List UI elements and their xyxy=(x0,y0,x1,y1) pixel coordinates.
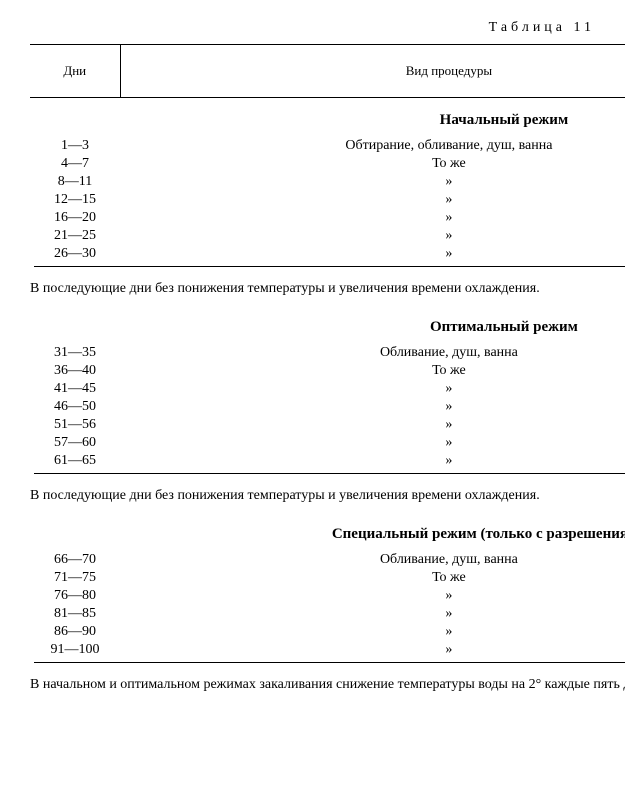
section-rule xyxy=(30,659,625,666)
cell-proc: » xyxy=(120,191,625,209)
table-row: 86—90»15—790—20 xyxy=(30,623,625,641)
cell-proc: Обливание, душ, ванна xyxy=(120,551,625,569)
cell-proc: То же xyxy=(120,362,625,380)
table-row: 36—40То же26—18120—80 xyxy=(30,362,625,380)
cell-days: 61—65 xyxy=(30,452,120,470)
table-row: 26—30»29—22120—90 xyxy=(30,245,625,263)
table-row: 76—80»17—990—25 xyxy=(30,587,625,605)
cell-proc: » xyxy=(120,623,625,641)
cell-days: 31—35 xyxy=(30,344,120,362)
table-caption: Таблица 11 xyxy=(30,20,595,36)
cell-days: 71—75 xyxy=(30,569,120,587)
section-title: Специальный режим (только с разрешения в… xyxy=(30,512,625,551)
table-row: 12—15»31—28150—100 xyxy=(30,191,625,209)
header-days: Дни xyxy=(30,45,120,98)
cell-days: 57—60 xyxy=(30,434,120,452)
table-row: 41—45»25—17120—80 xyxy=(30,380,625,398)
section-title: Начальный режим xyxy=(30,98,625,138)
table-row: 81—85»16—890—25 xyxy=(30,605,625,623)
section-title: Оптимальный режим xyxy=(30,305,625,344)
table-row: 66—70Обливание, душ, ванна19—1190—30 xyxy=(30,551,625,569)
section-note: В последующие дни без понижения температ… xyxy=(30,477,625,512)
table-row: 16—20»30—26150—90 xyxy=(30,209,625,227)
table-row: 51—56»23—15100—60 xyxy=(30,416,625,434)
cell-proc: » xyxy=(120,227,625,245)
table-row: 31—35Обливание, душ, ванна27—20120—80 xyxy=(30,344,625,362)
cell-days: 66—70 xyxy=(30,551,120,569)
section-rule xyxy=(30,263,625,270)
table-row: 71—75То же18—1090—30 xyxy=(30,569,625,587)
cell-proc: » xyxy=(120,641,625,659)
cell-days: 26—30 xyxy=(30,245,120,263)
table-row: 61—65»20—1290—30 xyxy=(30,452,625,470)
cell-proc: » xyxy=(120,452,625,470)
cell-days: 51—56 xyxy=(30,416,120,434)
cell-days: 16—20 xyxy=(30,209,120,227)
cell-days: 46—50 xyxy=(30,398,120,416)
cell-days: 4—7 xyxy=(30,155,120,173)
cell-days: 36—40 xyxy=(30,362,120,380)
cell-proc: » xyxy=(120,209,625,227)
cell-proc: » xyxy=(120,416,625,434)
cell-proc: » xyxy=(120,587,625,605)
cell-days: 41—45 xyxy=(30,380,120,398)
section-rule xyxy=(30,470,625,477)
cell-days: 21—25 xyxy=(30,227,120,245)
table-row: 46—50»24—16110—70 xyxy=(30,398,625,416)
procedures-table: Дни Вид процедуры Температура воды (С°) … xyxy=(30,44,625,701)
cell-proc: То же xyxy=(120,155,625,173)
cell-days: 86—90 xyxy=(30,623,120,641)
cell-proc: » xyxy=(120,245,625,263)
table-row: 4—7То же33—32180—120 xyxy=(30,155,625,173)
cell-proc: » xyxy=(120,398,625,416)
table-row: 1—3Обтирание, обливание, душ, ванна36—34… xyxy=(30,137,625,155)
table-row: 21—25»29—24130—90 xyxy=(30,227,625,245)
header-row: Дни Вид процедуры Температура воды (С°) … xyxy=(30,45,625,98)
cell-proc: Обливание, душ, ванна xyxy=(120,344,625,362)
cell-days: 91—100 xyxy=(30,641,120,659)
table-row: 57—60»22—1490—50 xyxy=(30,434,625,452)
section-note: В последующие дни без понижения температ… xyxy=(30,270,625,305)
cell-proc: » xyxy=(120,173,625,191)
cell-days: 12—15 xyxy=(30,191,120,209)
cell-proc: То же xyxy=(120,569,625,587)
section-note: В начальном и оптимальном режимах закали… xyxy=(30,666,625,701)
cell-days: 81—85 xyxy=(30,605,120,623)
cell-proc: » xyxy=(120,605,625,623)
cell-proc: » xyxy=(120,380,625,398)
table-row: 8—11»32—30180—120 xyxy=(30,173,625,191)
cell-days: 76—80 xyxy=(30,587,120,605)
cell-days: 8—11 xyxy=(30,173,120,191)
header-procedure: Вид процедуры xyxy=(120,45,625,98)
cell-proc: Обтирание, обливание, душ, ванна xyxy=(120,137,625,155)
cell-days: 1—3 xyxy=(30,137,120,155)
table-row: 91—100»14—690—15 xyxy=(30,641,625,659)
cell-proc: » xyxy=(120,434,625,452)
